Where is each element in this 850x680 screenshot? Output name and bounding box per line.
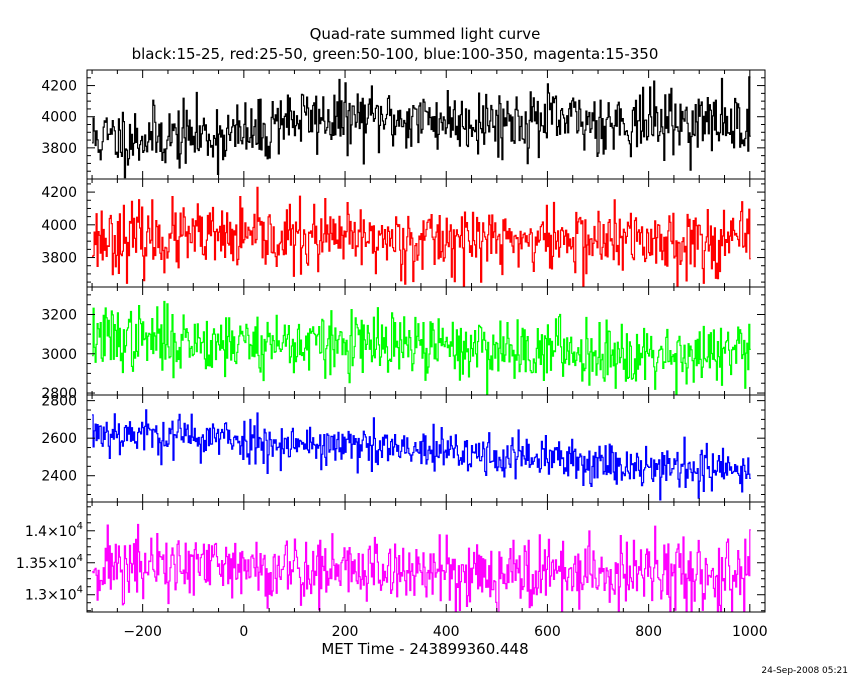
panel-1: 3800 4000 4200 xyxy=(41,69,766,180)
series-line-1 xyxy=(92,76,751,179)
y-tick-label: 2600 xyxy=(41,431,77,447)
y-tick-label: 3800 xyxy=(41,251,77,267)
series-line-4 xyxy=(92,409,751,501)
x-tick-label: 1000 xyxy=(732,624,768,640)
y-tick-label: 2400 xyxy=(41,469,77,485)
panels: 3800 4000 4200 3800 4000 4200 2800 3000 3200 2400… xyxy=(16,69,766,613)
y-tick-label: 4200 xyxy=(41,185,77,201)
y-tick-label: 1.4×104 xyxy=(25,521,83,540)
x-axis: −200 0 200 400 600 800 1000 xyxy=(123,624,767,640)
series-line-2 xyxy=(92,186,751,287)
y-tick-label: 4000 xyxy=(41,110,77,126)
panel-2: 3800 4000 4200 xyxy=(41,178,766,288)
chart-subtitle: black:15-25, red:25-50, green:50-100, bl… xyxy=(132,45,659,63)
x-tick-label: −200 xyxy=(123,624,161,640)
panel-5: 1.3×104 1.35×104 1.4×104 xyxy=(16,501,766,613)
y-tick-label: 1.35×104 xyxy=(16,553,83,572)
chart-title: Quad-rate summed light curve xyxy=(310,25,541,43)
series-line-3 xyxy=(92,300,751,395)
series-line-5 xyxy=(92,523,751,612)
y-tick-label: 1.3×104 xyxy=(25,585,83,604)
x-tick-label: 200 xyxy=(332,624,359,640)
timestamp: 24-Sep-2008 05:21 xyxy=(761,666,848,676)
x-tick-label: 600 xyxy=(534,624,561,640)
x-tick-label: 800 xyxy=(635,624,662,640)
y-tick-label: 2800 xyxy=(41,394,77,410)
y-tick-label: 3800 xyxy=(41,141,77,157)
x-tick-label: 0 xyxy=(239,624,248,640)
y-tick-label: 4000 xyxy=(41,218,77,234)
panel-3: 2800 3000 3200 xyxy=(41,286,766,402)
y-tick-label: 3000 xyxy=(41,347,77,363)
panel-frame-5 xyxy=(86,501,766,613)
panel-4: 2400 2600 2800 xyxy=(41,394,766,503)
x-tick-label: 400 xyxy=(433,624,460,640)
y-tick-label: 2800 xyxy=(41,386,77,402)
y-tick-label: 4200 xyxy=(41,79,77,95)
x-axis-title: MET Time - 243899360.448 xyxy=(321,640,528,658)
y-tick-label: 3200 xyxy=(41,307,77,323)
